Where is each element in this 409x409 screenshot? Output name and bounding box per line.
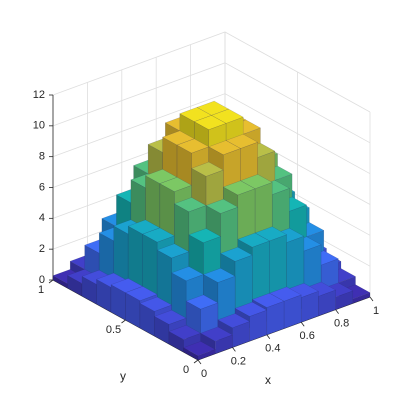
y-tick-label: 1 [38,284,44,296]
y-tick-label: 0 [183,364,189,376]
x-tick [232,347,236,352]
block-top [173,197,207,213]
z-tick-label: 8 [39,151,45,163]
block-top [251,292,285,308]
block-top [217,313,251,329]
block-top [222,180,256,196]
block-top [191,161,224,177]
x-tick-label: 0.8 [334,318,349,330]
x-tick [335,309,339,314]
block-top [202,267,236,283]
x-tick [300,321,305,327]
x-tick [197,359,202,365]
y-tick [48,279,54,284]
z-tick-label: 4 [39,212,45,224]
x-tick-label: 0 [201,368,207,380]
y-tick [193,359,199,364]
y-tick [121,319,126,324]
block-top [156,243,190,259]
x-tick-label: 0.6 [300,330,315,342]
block-top [171,266,204,282]
block-top [200,326,233,342]
block-top [159,177,193,192]
block-top [168,324,202,340]
block-top [154,309,187,325]
block-top [188,228,222,243]
z-tick-label: 6 [39,181,45,193]
y-axis-label: y [120,369,126,383]
block-top [254,226,288,242]
x-tick [369,296,374,302]
x-tick-label: 1 [373,305,379,317]
z-tick-label: 10 [33,120,45,132]
block-top [220,246,253,262]
z-tick-label: 2 [39,243,45,255]
x-tick [266,334,271,340]
block-top [139,296,173,312]
block-top [127,219,161,235]
block-top [205,198,239,214]
block-top [193,115,227,130]
block-top [269,286,302,302]
block-top [183,341,216,356]
block-top [185,294,219,310]
surface-block [183,341,216,361]
block-top [234,301,268,317]
block-top [237,232,270,248]
block-top [176,138,210,154]
block-top [125,286,158,301]
z-tick-label: 0 [39,274,45,286]
x-axis-label: x [265,373,271,387]
z-tick-label: 12 [33,89,45,101]
block-top [179,107,212,122]
y-tick-label: 0.5 [106,324,121,336]
x-tick-label: 0.2 [231,355,246,367]
block-top [142,227,175,243]
block-top [162,130,195,146]
block-top [208,140,241,156]
x-tick-label: 0.4 [265,343,280,355]
